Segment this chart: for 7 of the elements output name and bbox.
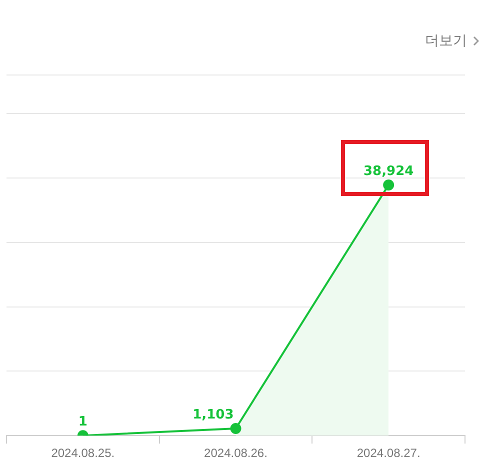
x-tick-label: 2024.08.25. <box>51 446 115 460</box>
data-label: 1 <box>78 414 88 430</box>
data-label: 1,103 <box>192 407 234 422</box>
x-tick-label: 2024.08.26. <box>204 446 268 460</box>
x-tick-label: 2024.08.27. <box>356 446 420 460</box>
text: 더보기 <box>425 32 467 50</box>
data-label: 38,924 <box>363 164 414 179</box>
